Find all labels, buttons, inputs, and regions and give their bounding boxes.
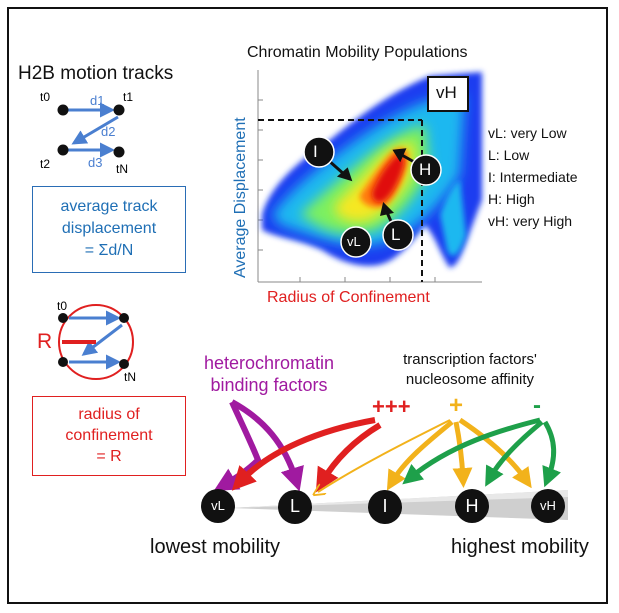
rc-box-line3: = R — [96, 448, 122, 465]
scale-node-vL — [201, 489, 235, 523]
tf-line1: transcription factors' — [403, 351, 537, 368]
avg-box-line3: = Σd/N — [84, 242, 134, 259]
conf-label-R: R — [37, 330, 53, 353]
marker-I — [303, 136, 335, 168]
scale-label-L: L — [289, 496, 300, 516]
track-arrow-d2 — [71, 115, 119, 145]
conf-arrow-2 — [81, 323, 123, 356]
tf-affinity-text: transcription factors' nucleosome affini… — [372, 350, 568, 390]
legend-vH: vH: very High — [488, 213, 573, 229]
marker-H — [410, 154, 442, 186]
legend: vL: very Low L: Low I: Intermediate H: H… — [488, 122, 578, 232]
label-t1: t1 — [123, 90, 134, 104]
conf-point-2 — [58, 357, 68, 367]
track-point-tN — [113, 146, 125, 158]
marker-L-label: L — [391, 225, 401, 244]
legend-L: L: Low — [488, 147, 530, 163]
track-point-t0 — [57, 104, 69, 116]
hetero-factors-text: heterochromatin binding factors — [190, 352, 348, 396]
track-point-t1 — [113, 104, 125, 116]
conf-point-t0 — [58, 313, 68, 323]
label-tN: tN — [116, 162, 128, 176]
marker-I-label: I — [313, 142, 318, 161]
label-d3: d3 — [88, 155, 103, 170]
rc-box-line2: confinement — [65, 427, 153, 444]
lowest-mobility-label: lowest mobility — [150, 536, 281, 558]
tf-line2: nucleosome affinity — [405, 371, 535, 388]
affinity-high-label: +++ — [372, 394, 411, 419]
density-cloud — [262, 72, 482, 268]
conf-point-1 — [119, 313, 129, 323]
plot-xlabel: Radius of Confinement — [267, 289, 430, 306]
avg-box-line1: average track — [60, 198, 158, 215]
avg-box-line2: displacement — [61, 220, 157, 237]
avg-displacement-box: average track displacement = Σd/N — [32, 186, 186, 273]
affinity-low-label: - — [533, 392, 541, 419]
scale-node-H — [455, 489, 489, 523]
scale-label-vH: vH — [540, 498, 556, 513]
scale-node-vH — [531, 489, 565, 523]
legend-vL: vL: very Low — [488, 125, 567, 141]
rc-box-line1: radius of — [78, 406, 140, 423]
conf-point-tN — [119, 359, 129, 369]
track-point-t2 — [57, 144, 69, 156]
marker-vL-label: vL — [347, 234, 361, 249]
label-t2: t2 — [40, 157, 51, 171]
tracks-title: H2B motion tracks — [18, 63, 174, 84]
marker-vL — [340, 226, 372, 258]
highest-mobility-label: highest mobility — [451, 536, 589, 558]
affinity-mid-label: + — [449, 392, 464, 419]
hetero-line2: binding factors — [210, 375, 328, 395]
conf-label-tN: tN — [124, 370, 136, 384]
label-d2: d2 — [101, 124, 116, 139]
label-t0: t0 — [40, 90, 51, 104]
scale-label-vL: vL — [211, 498, 225, 513]
confinement-circle — [58, 304, 134, 380]
vh-corner-box — [427, 76, 469, 112]
scale-label-I: I — [382, 496, 388, 516]
marker-L — [382, 219, 414, 251]
legend-H: H: High — [488, 191, 535, 207]
radius-confinement-box: radius of confinement = R — [32, 396, 186, 476]
scale-label-H: H — [465, 496, 479, 516]
hetero-line1: heterochromatin — [203, 353, 335, 373]
figure-frame — [7, 7, 608, 604]
conf-label-t0: t0 — [57, 299, 68, 313]
legend-I: I: Intermediate — [488, 169, 578, 185]
scale-node-I — [368, 490, 402, 524]
marker-H-label: H — [419, 160, 432, 179]
label-d1: d1 — [90, 93, 105, 108]
scale-node-L — [278, 490, 312, 524]
plot-title: Chromatin Mobility Populations — [247, 44, 468, 61]
plot-corner-label: vH — [436, 83, 457, 102]
